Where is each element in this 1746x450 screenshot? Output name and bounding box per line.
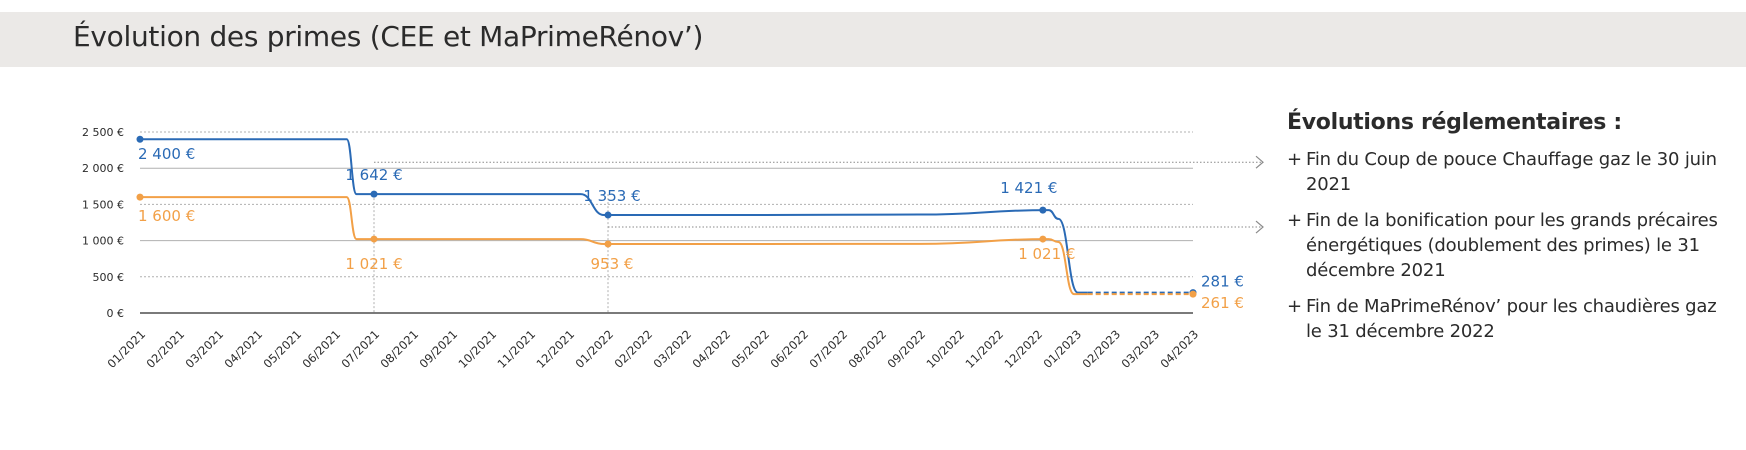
y-tick-label: 1 000 € <box>82 235 124 248</box>
x-tick-label: 08/2021 <box>377 327 421 371</box>
x-tick-label: 03/2023 <box>1118 327 1162 371</box>
data-point <box>1189 290 1197 298</box>
regulation-note: + Fin de la bonification pour les grands… <box>1287 208 1727 283</box>
plus-icon: + <box>1287 149 1302 170</box>
data-label: 261 € <box>1201 294 1244 312</box>
x-tick-label: 03/2021 <box>182 327 226 371</box>
x-tick-label: 06/2021 <box>299 327 343 371</box>
data-point <box>604 211 612 219</box>
x-tick-label: 02/2022 <box>611 327 655 371</box>
data-label: 1 642 € <box>345 166 402 184</box>
page-title: Évolution des primes (CEE et MaPrimeRéno… <box>73 20 704 53</box>
data-label: 953 € <box>591 255 634 273</box>
x-tick-label: 11/2022 <box>962 327 1006 371</box>
x-tick-label: 07/2021 <box>338 327 382 371</box>
panel-title: Évolutions réglementaires : <box>1287 110 1622 135</box>
x-tick-label: 04/2022 <box>689 327 733 371</box>
regulation-note: + Fin du Coup de pouce Chauffage gaz le … <box>1287 147 1727 197</box>
y-tick-label: 2 500 € <box>82 126 124 139</box>
x-tick-label: 01/2021 <box>104 327 148 371</box>
series-line <box>140 196 1088 296</box>
plus-icon: + <box>1287 210 1302 231</box>
x-tick-label: 12/2021 <box>533 327 577 371</box>
x-tick-label: 09/2022 <box>884 327 928 371</box>
x-tick-label: 07/2022 <box>806 327 850 371</box>
premium-evolution-chart: 0 € 500 € 1 000 € 1 500 € 2 000 € 2 500 € 01/2… <box>82 126 1264 371</box>
regulatory-panel: Évolutions réglementaires : + Fin du Cou… <box>1287 110 1727 355</box>
title-band: Évolution des primes (CEE et MaPrimeRéno… <box>0 12 1746 67</box>
regulation-note-text: Fin de MaPrimeRénov’ pour les chaudières… <box>1306 296 1717 342</box>
data-point <box>370 235 378 243</box>
data-label: 1 021 € <box>345 255 402 273</box>
x-tick-label: 08/2022 <box>845 327 889 371</box>
plus-icon: + <box>1287 296 1302 317</box>
x-tick-label: 10/2022 <box>923 327 967 371</box>
data-point <box>370 190 378 198</box>
arrow-head-icon <box>1255 220 1264 234</box>
x-tick-label: 01/2023 <box>1040 327 1084 371</box>
x-tick-label: 04/2023 <box>1157 327 1201 371</box>
data-point <box>1039 235 1047 243</box>
x-tick-label: 09/2021 <box>416 327 460 371</box>
x-tick-label: 03/2022 <box>650 327 694 371</box>
arrow-head-icon <box>1255 155 1264 169</box>
regulation-note-text: Fin du Coup de pouce Chauffage gaz le 30… <box>1306 149 1717 195</box>
x-tick-label: 04/2021 <box>221 327 265 371</box>
x-tick-label: 02/2023 <box>1079 327 1123 371</box>
data-label: 1 021 € <box>1018 245 1075 263</box>
data-label: 281 € <box>1201 273 1244 291</box>
x-tick-label: 10/2021 <box>455 327 499 371</box>
data-point <box>136 135 144 143</box>
data-label: 1 353 € <box>583 187 640 205</box>
x-tick-label: 11/2021 <box>494 327 538 371</box>
x-tick-label: 02/2021 <box>143 327 187 371</box>
y-tick-label: 1 500 € <box>82 198 124 211</box>
data-point <box>604 240 612 248</box>
data-label: 1 421 € <box>1000 179 1057 197</box>
x-tick-label: 01/2022 <box>572 327 616 371</box>
x-tick-label: 05/2021 <box>260 327 304 371</box>
y-tick-label: 2 000 € <box>82 162 124 175</box>
y-tick-label: 0 € <box>107 307 125 320</box>
x-tick-label: 05/2022 <box>728 327 772 371</box>
data-point <box>136 193 144 201</box>
x-tick-label: 06/2022 <box>767 327 811 371</box>
regulation-note-text: Fin de la bonification pour les grands p… <box>1306 210 1718 281</box>
data-label: 2 400 € <box>138 145 195 163</box>
data-point <box>1039 206 1047 214</box>
data-label: 1 600 € <box>138 207 195 225</box>
x-tick-label: 12/2022 <box>1001 327 1045 371</box>
regulation-note: + Fin de MaPrimeRénov’ pour les chaudièr… <box>1287 294 1727 344</box>
y-tick-label: 500 € <box>93 271 125 284</box>
